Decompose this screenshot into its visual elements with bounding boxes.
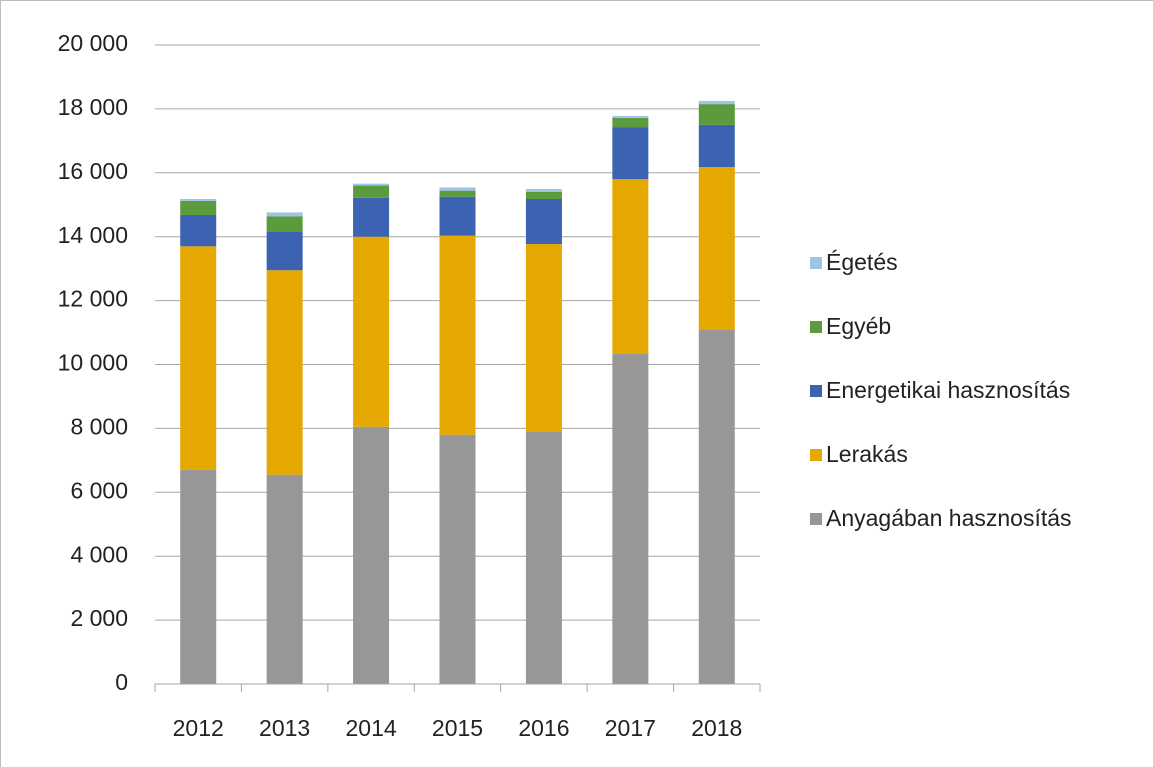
legend-swatch — [810, 513, 822, 525]
x-tick-label: 2014 — [345, 715, 396, 741]
legend-swatch — [810, 321, 822, 333]
bar-segment — [180, 246, 217, 470]
bar-segment — [525, 191, 562, 199]
bar-segment — [439, 196, 476, 236]
bar-segment — [353, 426, 390, 684]
bar-segment — [698, 104, 735, 125]
x-tick-label: 2015 — [432, 715, 483, 741]
bar-segment — [180, 200, 217, 215]
bar-segment — [525, 198, 562, 245]
x-tick-label: 2018 — [691, 715, 742, 741]
y-tick-label: 18 000 — [58, 94, 128, 120]
legend-label: Égetés — [826, 249, 898, 275]
bar-segment — [353, 197, 390, 237]
bar-segment — [266, 212, 303, 217]
y-tick-label: 8 000 — [70, 413, 128, 439]
bar-segment — [698, 100, 735, 105]
bar-segment — [525, 244, 562, 432]
bar-segment — [439, 190, 476, 197]
y-tick-label: 6 000 — [70, 477, 128, 503]
y-tick-label: 12 000 — [58, 286, 128, 312]
bar-segment — [180, 469, 217, 684]
bar-segment — [525, 189, 562, 192]
bar-segment — [266, 474, 303, 684]
y-tick-label: 20 000 — [58, 30, 128, 56]
bar-segment — [612, 115, 649, 118]
y-tick-label: 4 000 — [70, 541, 128, 567]
y-tick-label: 14 000 — [58, 222, 128, 248]
bar-segment — [439, 187, 476, 191]
legend-label: Anyagában hasznosítás — [826, 505, 1072, 531]
legend-swatch — [810, 385, 822, 397]
bar-segment — [439, 434, 476, 684]
bar-segment — [612, 127, 649, 180]
x-tick-label: 2013 — [259, 715, 310, 741]
bar-segment — [612, 353, 649, 684]
bar-segment — [266, 216, 303, 232]
legend-label: Egyéb — [826, 313, 891, 339]
y-tick-label: 2 000 — [70, 605, 128, 631]
bar-segment — [353, 183, 390, 186]
bar-segment — [266, 270, 303, 475]
bar-segment — [525, 431, 562, 684]
bar-segment — [439, 235, 476, 435]
x-tick-label: 2017 — [605, 715, 656, 741]
y-tick-label: 10 000 — [58, 350, 128, 376]
bar-segment — [353, 185, 390, 198]
y-tick-label: 0 — [115, 669, 128, 695]
bar-segment — [266, 231, 303, 271]
y-tick-label: 16 000 — [58, 158, 128, 184]
bar-segment — [698, 167, 735, 330]
bar-segment — [612, 117, 649, 128]
legend-swatch — [810, 449, 822, 461]
bar-segment — [698, 124, 735, 168]
bar-segment — [180, 214, 217, 247]
bar-segment — [353, 236, 390, 427]
bar-segment — [180, 198, 217, 201]
legend-label: Lerakás — [826, 441, 908, 467]
legend-swatch — [810, 257, 822, 269]
legend-label: Energetikai hasznosítás — [826, 377, 1070, 403]
x-tick-label: 2016 — [518, 715, 569, 741]
bar-segment — [612, 179, 649, 354]
x-tick-label: 2012 — [173, 715, 224, 741]
bar-segment — [698, 329, 735, 684]
